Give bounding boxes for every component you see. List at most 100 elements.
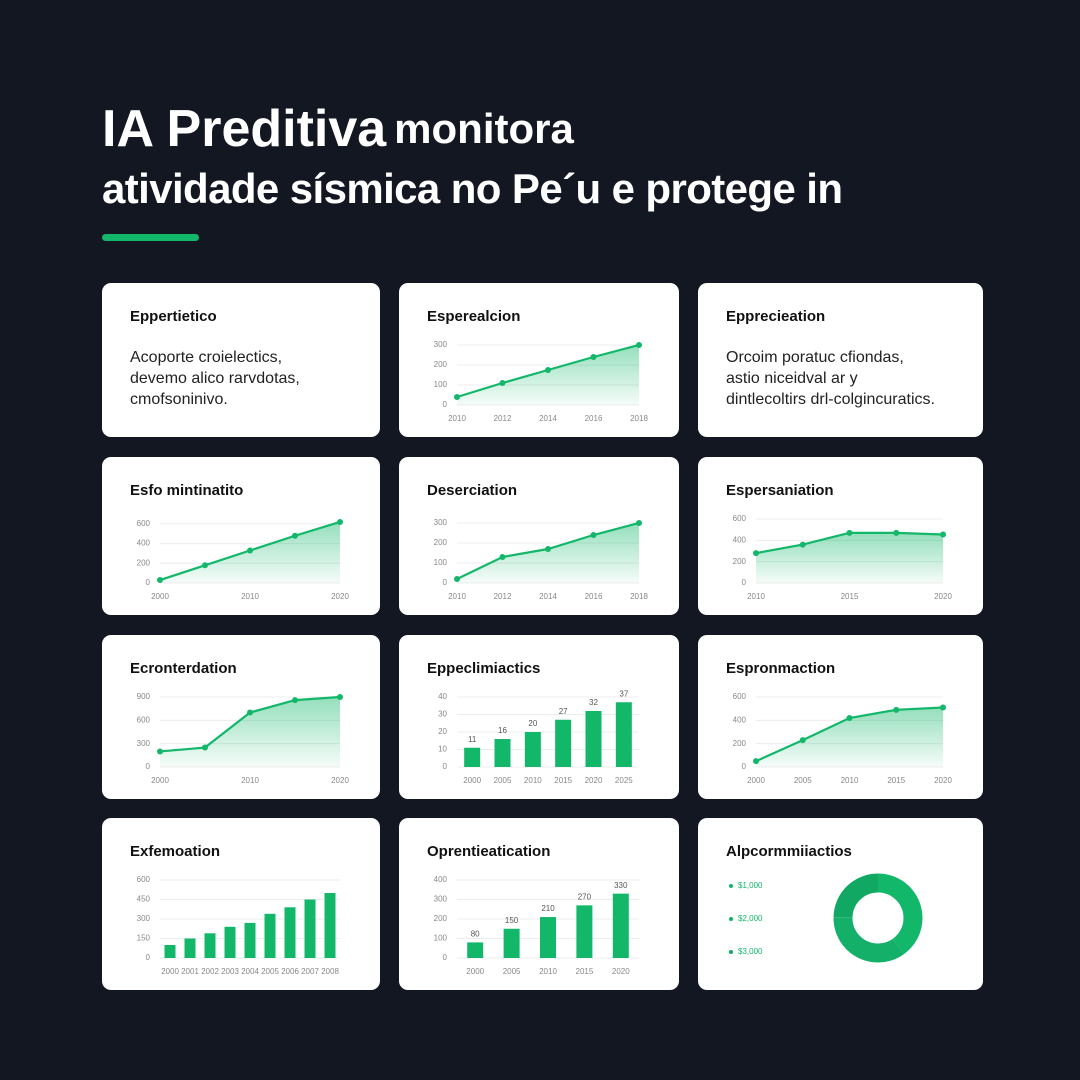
x-tick-label: 2005	[261, 967, 279, 976]
x-tick-label: 2010	[241, 776, 259, 785]
y-tick-label: 400	[434, 875, 448, 884]
point	[454, 576, 460, 582]
x-tick-label: 2003	[221, 967, 239, 976]
y-tick-label: 300	[137, 914, 151, 923]
x-tick-label: 2020	[331, 776, 349, 785]
x-tick-label: 2005	[494, 776, 512, 785]
headline-rest: monitora	[394, 105, 574, 152]
y-tick-label: 450	[137, 895, 151, 904]
area	[756, 707, 943, 767]
y-tick-label: 200	[137, 558, 151, 567]
bar	[555, 719, 572, 767]
point	[499, 380, 506, 386]
bar	[585, 711, 602, 767]
card-title: Oprentieatication	[427, 843, 550, 860]
card-text: astio niceidval ar y	[726, 370, 858, 387]
bar	[524, 732, 541, 767]
x-tick-label: 2016	[585, 592, 603, 601]
x-tick-label: 2010	[241, 592, 259, 601]
point	[157, 577, 163, 584]
value-label: 16	[498, 726, 507, 735]
y-tick-label: 300	[434, 340, 448, 349]
bar	[576, 905, 593, 958]
bar	[284, 907, 296, 958]
point	[337, 694, 343, 700]
card-title: Esfo mintinatito	[130, 482, 243, 499]
x-tick-label: 2020	[585, 776, 603, 785]
point	[799, 737, 806, 744]
y-tick-label: 200	[733, 557, 747, 566]
card-text: cmofsoninivo.	[130, 391, 228, 408]
y-tick-label: 600	[733, 692, 747, 701]
y-tick-label: 900	[137, 692, 151, 701]
y-tick-label: 600	[733, 514, 747, 523]
headline-subtitle: atividade sísmica no Pe´u e protege in	[102, 165, 842, 212]
x-tick-label: 2010	[524, 776, 542, 785]
x-tick-label: 2020	[934, 776, 952, 785]
legend-label: $3,000	[738, 947, 763, 956]
y-tick-label: 150	[137, 934, 151, 943]
point	[636, 342, 642, 348]
card-title: Espersaniation	[726, 482, 834, 499]
y-tick-label: 10	[438, 745, 447, 754]
x-tick-label: 2018	[630, 592, 648, 601]
value-label: 210	[541, 904, 555, 913]
bar	[184, 938, 196, 958]
card-title: Eppertietico	[130, 308, 217, 325]
x-tick-label: 2010	[448, 592, 466, 601]
x-tick-label: 2000	[151, 776, 169, 785]
y-tick-label: 400	[137, 539, 151, 548]
value-label: 270	[578, 892, 592, 901]
legend-swatch	[729, 884, 733, 888]
point	[337, 518, 343, 525]
x-tick-label: 2008	[321, 967, 339, 976]
legend-label: $2,000	[738, 914, 763, 923]
y-tick-label: 0	[146, 953, 151, 962]
x-tick-label: 2020	[331, 592, 349, 601]
point	[202, 744, 208, 751]
point	[799, 541, 806, 548]
x-tick-label: 2010	[448, 414, 466, 423]
card-title: Espronmaction	[726, 660, 835, 677]
y-tick-label: 300	[137, 739, 151, 748]
point	[893, 529, 900, 536]
bar	[464, 747, 481, 767]
y-tick-label: 200	[434, 914, 448, 923]
point	[292, 532, 298, 539]
value-label: 330	[614, 881, 628, 890]
card-text: Acoporte croielectics,	[130, 349, 282, 366]
x-tick-label: 2015	[887, 776, 905, 785]
y-tick-label: 400	[733, 715, 747, 724]
x-tick-label: 2000	[463, 776, 481, 785]
x-tick-label: 2015	[576, 967, 594, 976]
card-title: Esperealcion	[427, 308, 520, 325]
headline-bold: IA Preditiva	[102, 100, 387, 158]
card	[698, 283, 983, 437]
value-label: 80	[471, 930, 480, 939]
x-tick-label: 2000	[747, 776, 765, 785]
x-tick-label: 2010	[539, 967, 557, 976]
accent-bar	[102, 234, 199, 241]
point	[636, 520, 642, 526]
point	[247, 547, 253, 554]
point	[247, 709, 253, 716]
legend-label: $1,000	[738, 881, 763, 890]
value-label: 32	[589, 698, 598, 707]
y-tick-label: 100	[434, 380, 448, 389]
y-tick-label: 0	[443, 953, 448, 962]
x-tick-label: 2006	[281, 967, 299, 976]
x-tick-label: 2015	[554, 776, 572, 785]
point	[940, 704, 946, 711]
x-tick-label: 2012	[494, 414, 512, 423]
x-tick-label: 2014	[539, 414, 557, 423]
card-title: Eppeclimiactics	[427, 660, 540, 677]
bar	[540, 917, 556, 958]
x-tick-label: 2000	[151, 592, 169, 601]
y-tick-label: 0	[742, 762, 747, 771]
x-tick-label: 2014	[539, 592, 557, 601]
point	[846, 529, 853, 536]
card-title: Deserciation	[427, 482, 517, 499]
card-text: dintlecoltirs drl-colgincuratics.	[726, 391, 935, 408]
y-tick-label: 600	[137, 715, 151, 724]
